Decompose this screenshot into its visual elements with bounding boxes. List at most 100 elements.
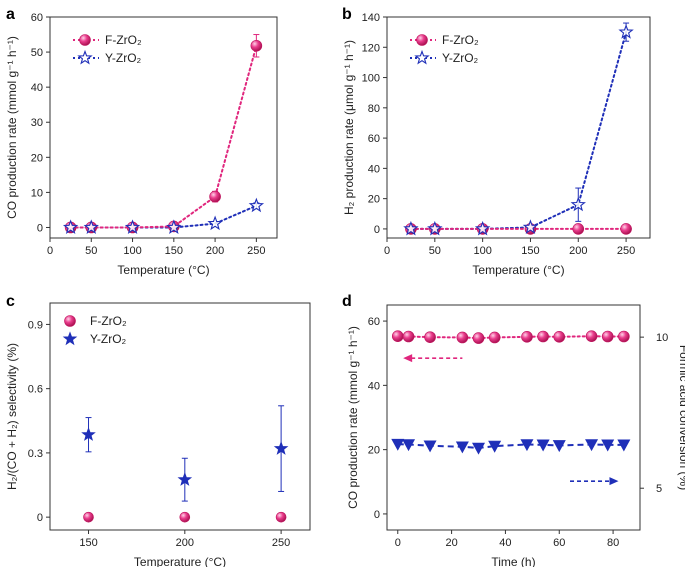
legend-label-f-zro2: F-ZrO₂ <box>105 33 142 47</box>
plot-frame <box>49 302 311 531</box>
x-tick-label: 0 <box>395 537 401 549</box>
x-tick-label: 60 <box>553 537 565 549</box>
x-tick-label: 200 <box>176 537 194 549</box>
legend-label-y-zro2: Y-ZrO₂ <box>90 332 127 346</box>
x-tick-label: 150 <box>165 245 183 257</box>
legend-marker-f-zro2 <box>416 34 428 46</box>
data-point-f-zro2 <box>179 511 191 523</box>
data-point-co-rate <box>424 331 436 343</box>
data-point-conversion <box>536 439 550 452</box>
y-tick-label: 60 <box>368 133 380 145</box>
y-tick-label: 0 <box>374 509 380 521</box>
x-tick-label: 50 <box>429 245 441 257</box>
right-axis-arrow-head <box>609 477 619 486</box>
x-tick-label: 200 <box>206 245 224 257</box>
data-point-co-rate <box>472 332 485 344</box>
y-tick-label: 20 <box>31 152 43 164</box>
data-point-y-zro2 <box>474 220 491 236</box>
x-tick-label: 20 <box>445 537 457 549</box>
x-tick-label: 80 <box>607 537 619 549</box>
x-tick-label: 50 <box>85 245 97 257</box>
y-tick-label: 40 <box>368 163 380 175</box>
panel-a-chart: 0 50 100 150 200 250 0 10 20 30 40 50 60 Temperature … <box>5 12 278 277</box>
data-point-co-rate <box>391 330 404 342</box>
y-tick-label: 0.3 <box>28 448 43 460</box>
data-point-y-zro2 <box>207 215 223 231</box>
data-point-y-zro2 <box>248 197 265 213</box>
x-tick-label: 0 <box>384 245 390 257</box>
y-tick-label: 100 <box>362 73 380 85</box>
data-point-co-rate <box>585 330 598 342</box>
data-point-y-zro2 <box>403 220 419 236</box>
x-tick-label: 40 <box>499 537 511 549</box>
right-y-axis-label: Formic acid conversion (%) <box>677 345 685 490</box>
series-line-f-zro2 <box>69 44 258 229</box>
data-point-conversion <box>472 442 486 455</box>
y-tick-label: 40 <box>368 380 380 392</box>
legend-marker-f-zro2 <box>64 315 76 327</box>
data-point-f-zro2 <box>620 223 632 235</box>
y-tick-label: 60 <box>368 316 380 328</box>
panel-b-chart: 0 50 100 150 200 250 0 20 40 60 80 100 120 140 Tempera… <box>342 12 651 277</box>
x-tick-label: 150 <box>521 245 539 257</box>
y-tick-label: 80 <box>368 103 380 115</box>
data-point-y-zro2 <box>62 219 79 235</box>
right-y-tick-label: 5 <box>656 483 662 495</box>
x-tick-label: 150 <box>79 537 97 549</box>
y-tick-label: 140 <box>362 12 380 24</box>
data-point-y-zro2 <box>273 440 289 455</box>
y-tick-label: 120 <box>362 42 380 54</box>
panel-c-chart: 150 200 250 0 0.3 0.6 0.9 Temperature (°C) H₂/(C… <box>5 302 311 567</box>
data-point-y-zro2 <box>522 219 539 234</box>
data-point-y-zro2 <box>124 219 141 235</box>
y-axis-label: H₂/(CO + H₂) selectivity (%) <box>5 343 19 490</box>
data-point-f-zro2 <box>209 190 221 203</box>
legend-label-f-zro2: F-ZrO₂ <box>442 33 479 47</box>
legend-marker-f-zro2 <box>79 34 91 46</box>
data-point-f-zro2 <box>572 223 585 235</box>
y-tick-label: 20 <box>368 445 380 457</box>
data-point-co-rate <box>521 331 533 343</box>
data-point-co-rate <box>553 331 566 343</box>
data-point-conversion <box>520 439 534 452</box>
y-tick-label: 60 <box>31 12 43 24</box>
y-tick-label: 0 <box>37 512 43 524</box>
data-point-f-zro2 <box>275 511 287 523</box>
y-tick-label: 0.6 <box>28 384 43 396</box>
x-tick-label: 100 <box>123 245 141 257</box>
y-axis-label: CO production rate (mmol g⁻¹ h⁻¹) <box>5 36 19 219</box>
legend-label-y-zro2: Y-ZrO₂ <box>442 51 479 65</box>
legend-marker-y-zro2 <box>414 49 430 65</box>
x-tick-label: 250 <box>272 537 290 549</box>
x-axis-label: Temperature (°C) <box>117 263 209 277</box>
data-point-y-zro2 <box>427 220 443 236</box>
x-tick-label: 0 <box>47 245 53 257</box>
x-tick-label: 200 <box>569 245 587 257</box>
data-point-conversion <box>488 440 502 453</box>
y-tick-label: 20 <box>368 194 380 206</box>
data-point-conversion <box>402 439 416 452</box>
data-point-conversion <box>391 438 405 451</box>
right-y-tick-label: 10 <box>656 332 668 344</box>
y-tick-label: 0 <box>37 222 43 234</box>
plot-frame <box>386 16 651 239</box>
legend-label-f-zro2: F-ZrO₂ <box>90 314 127 328</box>
x-axis-label: Time (h) <box>491 555 535 567</box>
panel-label-a: a <box>6 6 15 23</box>
panel-label-d: d <box>342 293 352 310</box>
x-tick-label: 100 <box>473 245 491 257</box>
series-line-y-zro2 <box>69 204 258 229</box>
y-tick-label: 0.9 <box>28 319 43 331</box>
panel-d-chart: 0 20 40 60 80 0 20 40 60 Time (h) CO production ra… <box>346 304 685 567</box>
y-tick-label: 10 <box>31 187 43 199</box>
data-point-co-rate <box>402 330 415 343</box>
panel-label-b: b <box>342 6 352 23</box>
data-point-conversion <box>423 440 437 453</box>
data-point-co-rate <box>488 331 501 344</box>
x-axis-label: Temperature (°C) <box>472 263 564 277</box>
legend-marker-y-zro2 <box>62 331 78 346</box>
y-axis-label: H₂ production rate (μmol g⁻¹ h⁻¹) <box>342 40 356 215</box>
data-point-conversion <box>601 439 615 452</box>
data-point-y-zro2 <box>570 196 586 212</box>
